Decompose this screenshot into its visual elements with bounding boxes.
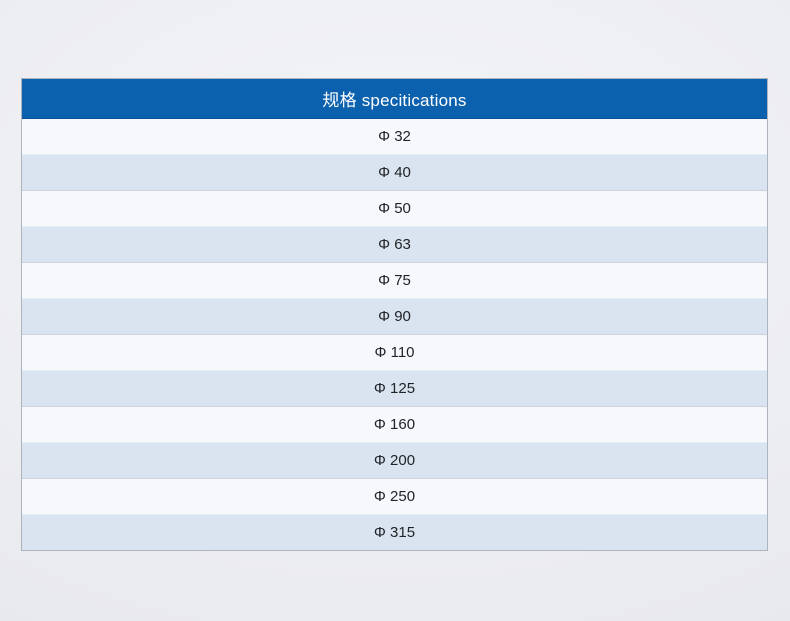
table-row: Φ 32 [22,119,767,155]
table-row: Φ 50 [22,191,767,227]
table-row: Φ 40 [22,154,767,191]
table-row: Φ 125 [22,370,767,407]
spec-cell: Φ 63 [378,236,411,253]
table-row: Φ 110 [22,335,767,371]
table-header: 规格 specitications [22,79,767,119]
table-row: Φ 160 [22,407,767,443]
spec-cell: Φ 125 [373,380,416,397]
table-header-label: 规格 specitications [322,91,467,110]
spec-cell: Φ 32 [378,128,411,145]
spec-cell: Φ 200 [373,452,416,469]
spec-cell: Φ 315 [373,524,416,541]
spec-cell: Φ 160 [373,416,416,433]
specifications-table: 规格 specitications Φ 32 Φ 40 Φ 50 Φ 63 Φ 75 Φ … [21,78,768,551]
table-row: Φ 90 [22,298,767,335]
spec-cell: Φ 75 [378,272,411,289]
table-row: Φ 315 [22,514,767,550]
table-body: Φ 32 Φ 40 Φ 50 Φ 63 Φ 75 Φ 90 Φ 110 Φ 125 Φ 160 Φ… [22,119,767,550]
table-row: Φ 63 [22,226,767,263]
spec-cell: Φ 250 [373,488,416,505]
table-row: Φ 250 [22,479,767,515]
spec-cell: Φ 90 [378,308,411,325]
spec-cell: Φ 50 [378,200,411,217]
table-row: Φ 200 [22,442,767,479]
spec-cell: Φ 110 [374,344,415,361]
table-row: Φ 75 [22,263,767,299]
spec-cell: Φ 40 [378,164,411,181]
